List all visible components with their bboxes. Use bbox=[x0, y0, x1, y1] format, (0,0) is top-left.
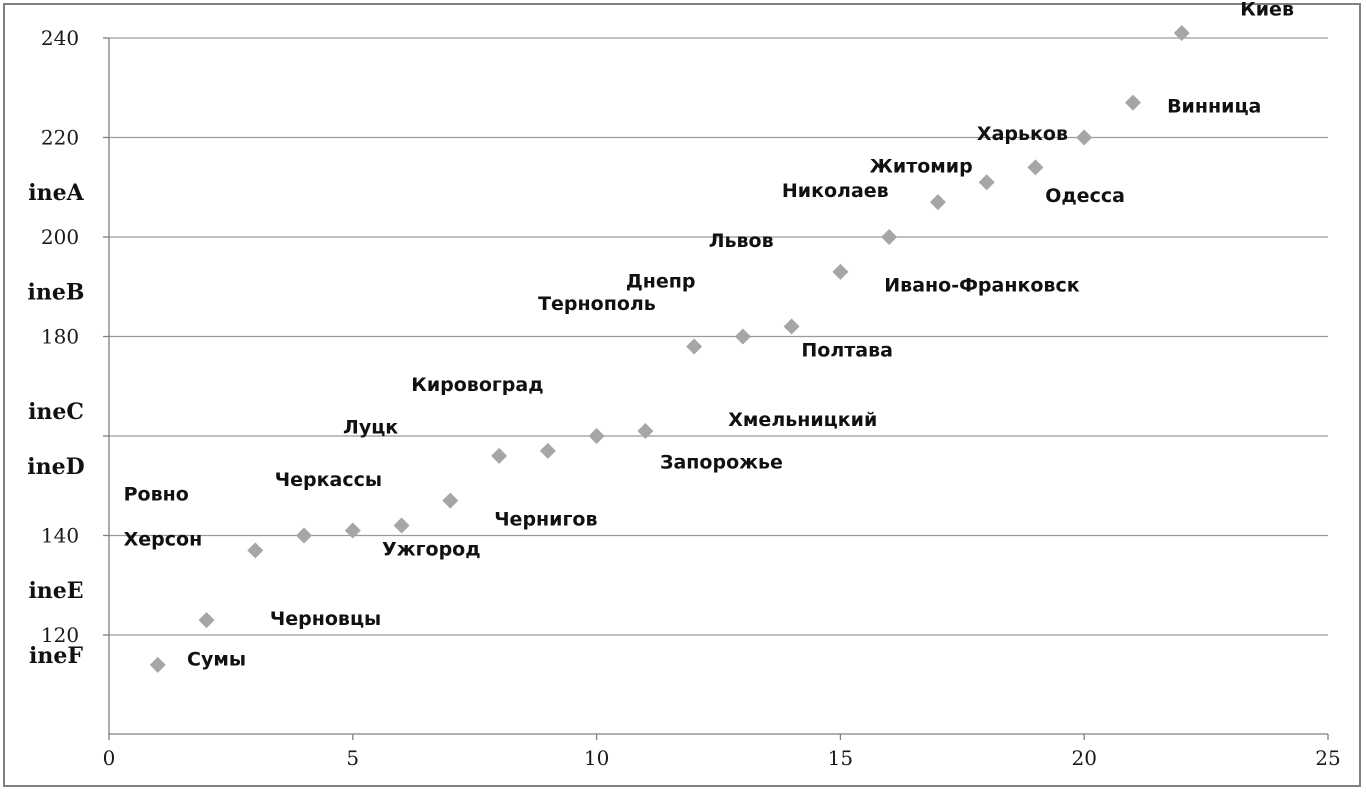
point-label: Николаев bbox=[782, 180, 889, 202]
band-labels: ineA ineB ineC ineD ineE ineF bbox=[27, 180, 84, 669]
data-point bbox=[1124, 94, 1141, 111]
point-label: Чернигов bbox=[494, 509, 597, 531]
point-label: Запорожье bbox=[660, 451, 783, 473]
data-point bbox=[491, 447, 508, 464]
data-point bbox=[149, 656, 166, 673]
point-label: Черновцы bbox=[270, 608, 381, 630]
data-point bbox=[296, 527, 313, 544]
y-tick-label: 240 bbox=[41, 26, 79, 50]
data-point bbox=[1027, 159, 1044, 176]
data-point bbox=[686, 338, 703, 355]
point-label: Ужгород bbox=[382, 538, 481, 560]
band-label: ineA bbox=[28, 180, 84, 206]
data-points bbox=[149, 25, 1190, 673]
data-point bbox=[588, 428, 605, 444]
band-label: ineD bbox=[27, 454, 84, 480]
band-label: ineB bbox=[28, 280, 85, 306]
point-label: Харьков bbox=[977, 123, 1068, 145]
band-label: ineE bbox=[28, 578, 83, 604]
point-label: Львов bbox=[709, 230, 774, 252]
chart-frame bbox=[3, 3, 1361, 787]
point-label: Тернополь bbox=[538, 293, 656, 315]
band-label: ineF bbox=[29, 643, 83, 669]
data-point bbox=[978, 174, 995, 191]
y-tick-label: 220 bbox=[41, 126, 79, 150]
axes bbox=[103, 37, 1329, 740]
point-label: Хмельницкий bbox=[728, 409, 877, 431]
point-label: Днепр bbox=[626, 271, 696, 293]
point-label: Полтава bbox=[801, 339, 893, 361]
data-point bbox=[442, 492, 459, 509]
data-point bbox=[929, 194, 946, 211]
data-point bbox=[344, 522, 361, 539]
x-tick-label: 25 bbox=[1315, 746, 1340, 770]
data-point bbox=[637, 423, 654, 440]
x-tick-label: 10 bbox=[584, 746, 609, 770]
data-point bbox=[198, 612, 215, 629]
data-point bbox=[1076, 129, 1093, 146]
data-point bbox=[247, 542, 264, 559]
x-tick-label: 0 bbox=[103, 746, 116, 770]
x-tick-label: 5 bbox=[346, 746, 359, 770]
x-tick-labels: 0 5 10 15 20 25 bbox=[103, 746, 1341, 770]
y-tick-labels: 120 140 180 200 220 240 bbox=[41, 26, 79, 647]
point-label: Винница bbox=[1167, 96, 1261, 118]
point-label: Ровно bbox=[124, 484, 189, 506]
point-label: Житомир bbox=[870, 155, 973, 177]
x-tick-label: 15 bbox=[828, 746, 853, 770]
y-tick-label: 120 bbox=[41, 623, 79, 647]
point-label: Ивано-Франковск bbox=[884, 275, 1079, 297]
y-tick-label: 180 bbox=[41, 325, 79, 349]
point-label: Киев bbox=[1240, 0, 1294, 21]
gridlines bbox=[109, 37, 1328, 636]
data-point bbox=[1173, 25, 1190, 42]
point-labels: Сумы Черновцы Херсон Ровно Черкассы Ужгород Че… bbox=[124, 0, 1294, 670]
point-label: Черкассы bbox=[275, 469, 382, 491]
data-point bbox=[539, 442, 556, 459]
x-tick-label: 20 bbox=[1071, 746, 1096, 770]
y-tick-label: 200 bbox=[41, 225, 79, 249]
point-label: Херсон bbox=[124, 528, 203, 550]
point-label: Луцк bbox=[343, 417, 398, 439]
data-point bbox=[393, 517, 410, 534]
data-point bbox=[783, 318, 800, 335]
point-label: Кировоград bbox=[411, 374, 543, 396]
data-point bbox=[832, 263, 849, 280]
point-label: Одесса bbox=[1045, 185, 1125, 207]
band-label: ineC bbox=[28, 399, 84, 425]
y-tick-label: 140 bbox=[41, 524, 79, 548]
point-label: Сумы bbox=[187, 648, 246, 670]
data-point bbox=[881, 229, 898, 245]
data-point bbox=[734, 328, 751, 345]
